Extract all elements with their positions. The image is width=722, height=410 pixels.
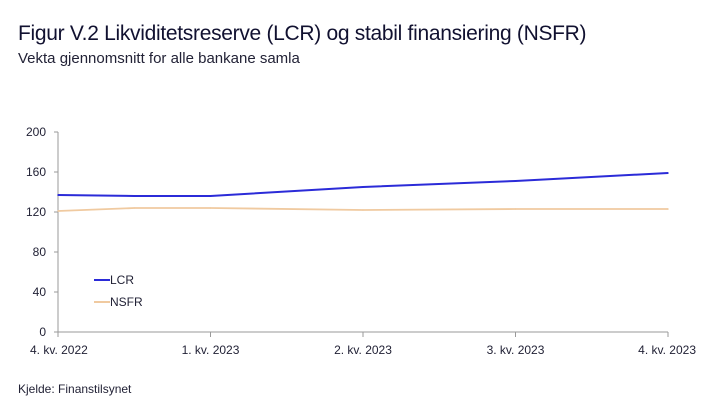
chart-subtitle: Vekta gjennomsnitt for alle bankane saml… xyxy=(18,50,300,67)
data-point-nsfr xyxy=(57,210,59,212)
y-tick-label: 120 xyxy=(26,205,46,219)
data-point-nsfr xyxy=(514,208,517,210)
x-tick-label: 2. kv. 2023 xyxy=(334,343,392,357)
line-chart: 0 40 80 120 160 200 4. kv. 2022 1. kv. 2023 2. k… xyxy=(26,125,696,357)
legend-label-lcr: LCR xyxy=(110,273,134,287)
data-point-lcr xyxy=(133,195,136,197)
y-tick-label: 0 xyxy=(39,325,46,339)
data-point-lcr xyxy=(209,195,212,197)
y-tick-label: 200 xyxy=(26,125,46,139)
data-point-nsfr xyxy=(209,207,212,209)
data-point-nsfr xyxy=(667,208,669,210)
y-tick-label: 40 xyxy=(33,285,47,299)
data-point-nsfr xyxy=(362,209,364,211)
data-point-nsfr xyxy=(133,207,136,209)
data-point-lcr xyxy=(362,186,364,188)
legend-label-nsfr: NSFR xyxy=(110,295,143,309)
y-tick-label: 80 xyxy=(33,245,47,259)
source-note: Kjelde: Finanstilsynet xyxy=(18,382,132,396)
series-line-lcr xyxy=(57,172,669,197)
chart-title: Figur V.2 Likviditetsreserve (LCR) og st… xyxy=(18,22,587,45)
series-line-nsfr xyxy=(57,207,668,212)
x-tick-label: 1. kv. 2023 xyxy=(182,343,240,357)
x-tick-label: 3. kv. 2023 xyxy=(487,343,545,357)
x-tick-label: 4. kv. 2023 xyxy=(638,343,696,357)
x-tick-label: 4. kv. 2022 xyxy=(30,343,88,357)
data-point-lcr xyxy=(514,180,517,182)
data-point-lcr xyxy=(57,194,59,196)
data-point-lcr xyxy=(667,172,669,174)
y-tick-label: 160 xyxy=(26,165,46,179)
